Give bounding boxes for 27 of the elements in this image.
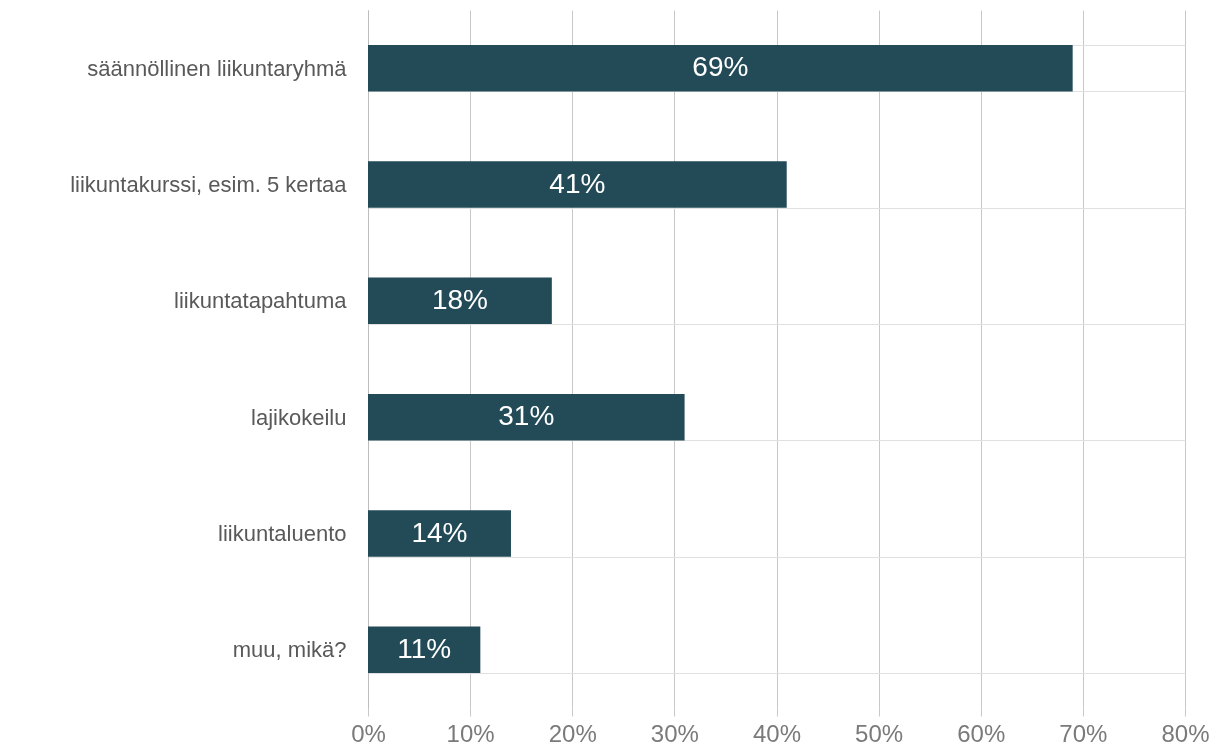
x-tick-label: 0% [351, 719, 386, 747]
x-tick-label: 30% [650, 719, 699, 747]
data-label: 14% [411, 516, 468, 548]
x-tick-label: 50% [855, 719, 904, 747]
data-label: 31% [498, 400, 555, 432]
y-tick-label: säännöllinen liikuntaryhmä [87, 55, 348, 81]
x-tick-label: 60% [957, 719, 1006, 747]
y-tick-label: liikuntakurssi, esim. 5 kertaa [70, 172, 348, 197]
bar [368, 626, 481, 674]
data-label: 11% [397, 632, 452, 664]
bar [368, 161, 787, 208]
data-label: 41% [549, 167, 606, 199]
y-tick-label: lajikokeilu [251, 404, 347, 430]
y-tick-label: liikuntaluento [218, 521, 347, 546]
y-tick-label: muu, mikä? [232, 637, 347, 663]
data-label: 18% [431, 283, 488, 315]
x-tick-label: 70% [1059, 719, 1108, 747]
y-tick-label: liikuntatapahtuma [174, 288, 348, 314]
bar [368, 510, 511, 557]
bar [368, 44, 1073, 92]
bar [368, 277, 552, 325]
x-tick-label: 80% [1161, 719, 1210, 747]
data-label: 69% [692, 51, 749, 83]
x-tick-label: 10% [446, 719, 495, 747]
bar [368, 393, 685, 441]
x-tick-label: 40% [752, 719, 802, 747]
x-tick-label: 20% [548, 719, 597, 747]
